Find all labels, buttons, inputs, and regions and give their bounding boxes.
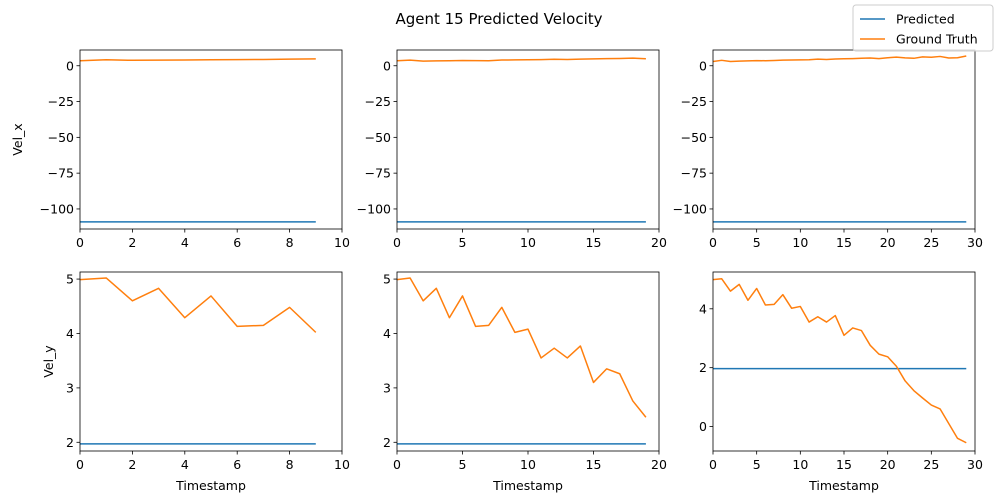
- y-tick-label: −25: [48, 94, 74, 109]
- x-tick-label: 0: [393, 235, 401, 250]
- y-tick-label: 3: [383, 380, 391, 395]
- series-line-ground-truth: [80, 277, 317, 333]
- x-tick-label: 6: [233, 457, 241, 472]
- y-tick-label: 4: [66, 326, 74, 341]
- y-tick-label: 0: [699, 419, 707, 434]
- y-tick-label: −25: [365, 94, 391, 109]
- y-tick-label: −75: [681, 166, 707, 181]
- y-tick-label: 2: [383, 435, 391, 450]
- x-tick-label: 30: [967, 457, 983, 472]
- x-tick-label: 8: [286, 457, 294, 472]
- y-tick-label: 0: [66, 58, 74, 73]
- y-tick-label: −50: [365, 130, 391, 145]
- x-tick-label: 0: [76, 235, 84, 250]
- x-tick-label: 5: [459, 235, 467, 250]
- x-tick-label: 25: [923, 457, 939, 472]
- legend-frame: [852, 4, 994, 52]
- x-tick-label: 15: [586, 457, 602, 472]
- x-tick-label: 30: [967, 235, 983, 250]
- x-tick-label: 10: [520, 235, 536, 250]
- x-tick-label: 15: [836, 235, 852, 250]
- x-tick-label: 5: [459, 457, 467, 472]
- x-tick-label: 0: [709, 235, 717, 250]
- subplot-3: 0 5 10 15 20 25 30 0 −25 −50 −75 −100: [673, 49, 983, 250]
- x-tick-label: 15: [586, 235, 602, 250]
- x-tick-label: 5: [753, 457, 761, 472]
- axes-frame: [79, 49, 343, 230]
- y-tick-label: 5: [383, 272, 391, 287]
- y-tick-label: −25: [681, 94, 707, 109]
- x-axis-label: Timestamp: [175, 478, 246, 493]
- x-tick-label: 20: [880, 457, 896, 472]
- y-tick-label: 5: [66, 272, 74, 287]
- subplot-1: 0 2 4 6 8 10 0 −25 −50 −75 −100 Vel_x: [10, 49, 350, 250]
- y-tick-label: −50: [48, 130, 74, 145]
- x-tick-label: 4: [181, 235, 189, 250]
- x-tick-label: 0: [709, 457, 717, 472]
- x-tick-label: 10: [334, 235, 350, 250]
- x-tick-label: 20: [880, 235, 896, 250]
- series-line-ground-truth: [397, 277, 647, 418]
- subplot-6: 0 5 10 15 20 25 30 0 2 4 Timestamp: [699, 271, 983, 493]
- y-tick-label: −100: [40, 201, 74, 216]
- x-tick-label: 5: [753, 235, 761, 250]
- series-line-ground-truth: [80, 58, 316, 62]
- x-tick-label: 2: [128, 457, 136, 472]
- legend: Predicted Ground Truth: [852, 4, 994, 52]
- y-tick-label: 0: [383, 58, 391, 73]
- x-tick-label: 8: [286, 235, 294, 250]
- x-tick-label: 10: [792, 235, 808, 250]
- series-line-ground-truth: [713, 278, 967, 444]
- y-tick-label: −75: [48, 166, 74, 181]
- y-tick-label: 0: [699, 58, 707, 73]
- y-axis-label: Vel_y: [41, 345, 56, 378]
- y-tick-label: 2: [66, 435, 74, 450]
- series-line-ground-truth: [713, 55, 967, 63]
- y-axis-label: Vel_x: [10, 123, 25, 155]
- y-tick-label: −100: [357, 201, 391, 216]
- x-axis-label: Timestamp: [808, 478, 879, 493]
- x-tick-label: 15: [836, 457, 852, 472]
- x-tick-label: 20: [651, 235, 667, 250]
- x-tick-label: 10: [334, 457, 350, 472]
- axes-frame: [79, 271, 343, 452]
- x-tick-label: 10: [792, 457, 808, 472]
- y-tick-label: −50: [681, 130, 707, 145]
- x-tick-label: 6: [233, 235, 241, 250]
- x-tick-label: 2: [128, 235, 136, 250]
- y-tick-label: 3: [66, 380, 74, 395]
- series-line-ground-truth: [397, 57, 646, 62]
- subplot-2: 0 5 10 15 20 0 −25 −50 −75 −100: [357, 49, 667, 250]
- x-tick-label: 4: [181, 457, 189, 472]
- x-axis-label: Timestamp: [492, 478, 563, 493]
- y-tick-label: 4: [699, 301, 707, 316]
- figure-title: Agent 15 Predicted Velocity: [395, 10, 602, 28]
- y-tick-label: 4: [383, 326, 391, 341]
- x-tick-label: 0: [393, 457, 401, 472]
- subplot-5: 0 5 10 15 20 2 3 4 5 Timestamp: [383, 272, 667, 493]
- x-tick-label: 10: [520, 457, 536, 472]
- x-tick-label: 0: [76, 457, 84, 472]
- legend-label-ground-truth: Ground Truth: [896, 32, 978, 47]
- y-tick-label: 2: [699, 360, 707, 375]
- legend-label-predicted: Predicted: [896, 12, 955, 27]
- x-tick-label: 20: [651, 457, 667, 472]
- x-tick-label: 25: [923, 235, 939, 250]
- y-tick-label: −75: [365, 166, 391, 181]
- y-tick-label: −100: [673, 201, 707, 216]
